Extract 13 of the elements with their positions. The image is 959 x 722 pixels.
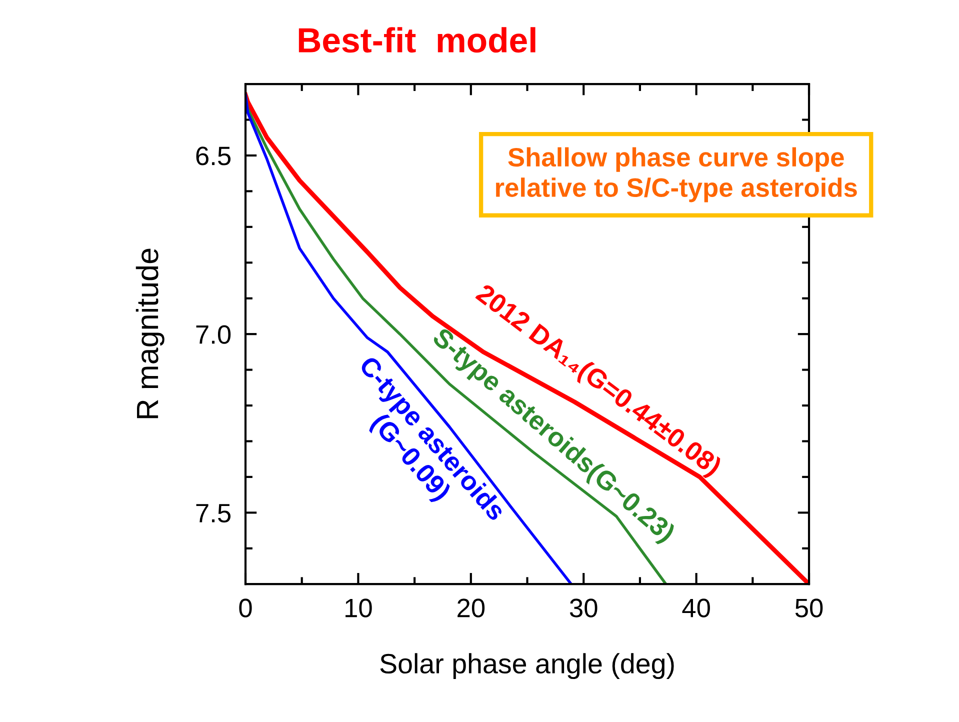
x-tick-label: 10 xyxy=(346,598,372,618)
x-tick-label: 50 xyxy=(795,598,823,618)
x-tick-label: 30 xyxy=(570,598,598,618)
y-axis-title: R magnitude xyxy=(136,248,164,418)
chart-title: Best-fit model xyxy=(298,27,536,53)
x-axis-title: Solar phase angle (deg) xyxy=(380,653,674,680)
x-tick-label: 40 xyxy=(682,598,710,618)
x-tick-label: 0 xyxy=(239,598,252,618)
y-tick-label: 7.5 xyxy=(196,504,231,522)
annotation: Shallow phase curve slope relative to S/C-type asteroids xyxy=(496,147,857,202)
x-tick-label: 20 xyxy=(458,598,485,618)
y-tick-label: 7.0 xyxy=(196,325,231,344)
y-tick-label: 6.5 xyxy=(196,146,231,166)
